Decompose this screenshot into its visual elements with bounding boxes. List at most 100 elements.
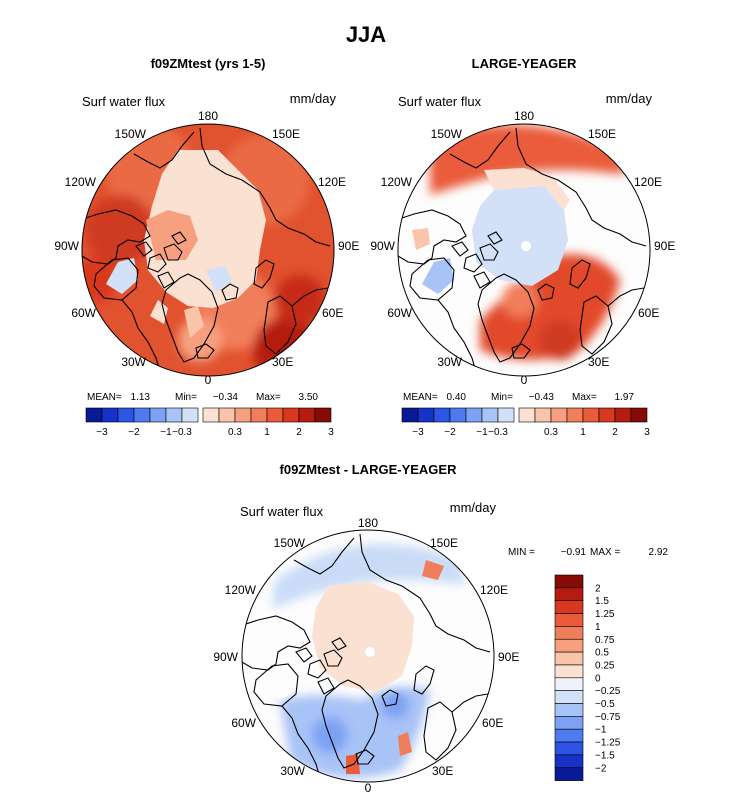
colorbar-box xyxy=(554,574,584,589)
stat-min-value: −0.43 xyxy=(529,392,555,403)
colorbar-box xyxy=(630,407,648,423)
colorbar-box xyxy=(566,407,584,423)
stat-max-value: 2.92 xyxy=(649,547,669,558)
panel-obs-title: LARGE-YEAGER xyxy=(472,56,577,71)
lon-label: 30E xyxy=(432,764,453,778)
panel-diff-colorbar: 2 1.5 1.25 1 0.75 0.50.25 0 −0.25 −0.5 −0.75 −1 −1.… xyxy=(554,574,621,781)
colorbar-tick-label: 0.5 xyxy=(595,648,609,659)
colorbar-box xyxy=(554,626,584,640)
colorbar-tick-label: −1.25 xyxy=(595,738,621,749)
colorbar-box xyxy=(298,407,316,423)
lon-label: 0 xyxy=(365,781,372,795)
colorbar-box xyxy=(481,407,499,423)
lon-label: 0 xyxy=(521,373,528,387)
lon-label: 120E xyxy=(480,583,508,597)
lon-label: 150W xyxy=(431,127,463,141)
colorbar-box xyxy=(433,407,451,423)
lon-label: 60E xyxy=(638,306,659,320)
lon-label: 180 xyxy=(198,109,218,123)
stat-max-label: Max= xyxy=(572,392,597,403)
panel-diff-title: f09ZMtest - LARGE-YEAGER xyxy=(280,462,458,477)
stat-min-label: MIN = xyxy=(508,547,535,558)
lon-label: 150W xyxy=(274,536,306,550)
stat-min-label: Min= xyxy=(175,392,197,403)
colorbar-box xyxy=(554,613,584,627)
stat-min-value: −0.34 xyxy=(213,392,239,403)
lon-label: 60W xyxy=(387,306,412,320)
colorbar-tick-label: −2 xyxy=(595,763,607,774)
panel-obs-colorbar: −3 −2 −1 −0.3 0.3 1 2 3 xyxy=(401,407,650,438)
lon-label: 60W xyxy=(231,716,256,730)
lon-label: 150W xyxy=(115,127,147,141)
panel-obs: LARGE-YEAGER Surf water flux mm/day 180 xyxy=(370,56,675,438)
stat-mean-label: MEAN= xyxy=(87,392,122,403)
lon-label: 150E xyxy=(588,127,616,141)
colorbar-tick-label: −2 xyxy=(128,427,140,438)
colorbar-box xyxy=(554,767,584,781)
colorbar-tick-label: 1 xyxy=(264,427,270,438)
colorbar-box xyxy=(149,407,167,423)
lon-label: 0 xyxy=(205,373,212,387)
lon-label: 150E xyxy=(272,127,300,141)
colorbar-tick-label: 0 xyxy=(595,673,601,684)
colorbar-box xyxy=(554,728,584,743)
colorbar-box xyxy=(218,407,236,423)
panel-diff-units: mm/day xyxy=(450,500,497,515)
lon-label: 90E xyxy=(654,239,675,253)
colorbar-box xyxy=(550,407,568,423)
colorbar-tick-label: 3 xyxy=(328,427,334,438)
colorbar-tick-label: 2 xyxy=(296,427,302,438)
colorbar-box xyxy=(518,407,536,423)
colorbar-tick-label: −1 xyxy=(595,725,607,736)
stat-mean-label: MEAN= xyxy=(403,392,438,403)
lon-label: 90W xyxy=(54,239,79,253)
stat-max-value: 3.50 xyxy=(299,392,319,403)
colorbar-box xyxy=(554,741,584,756)
colorbar-box xyxy=(554,600,584,614)
page-title: JJA xyxy=(346,22,386,47)
colorbar-tick-label: −0.3 xyxy=(172,427,192,438)
lon-label: 180 xyxy=(358,516,378,530)
lon-label: 120W xyxy=(381,175,413,189)
panel-diff-map xyxy=(242,530,494,782)
panel-model-variable: Surf water flux xyxy=(82,94,166,109)
colorbar-box xyxy=(250,407,268,423)
panel-obs-stats: MEAN= 0.40 Min= −0.43 Max= 1.97 xyxy=(403,392,634,403)
colorbar-box xyxy=(614,407,632,423)
colorbar-tick-label: −2 xyxy=(444,427,456,438)
colorbar-tick-label: −0.75 xyxy=(595,712,621,723)
panel-obs-lon-labels: 180 150E 120E 90E 60E 30E 0 30W 60W 90W … xyxy=(370,109,675,387)
stat-min-value: −0.91 xyxy=(561,547,587,558)
panel-diff-stats: MIN = −0.91 MAX = 2.92 xyxy=(508,547,668,558)
colorbar-tick-label: 1.25 xyxy=(595,609,615,620)
colorbar-box xyxy=(554,716,584,730)
colorbar-tick-label: 0.25 xyxy=(595,660,615,671)
lon-label: 30W xyxy=(437,355,462,369)
panel-model-lon-labels: 180 150E 120E 90E 60E 30E 0 30W 60W 90W … xyxy=(54,109,359,387)
colorbar-box xyxy=(85,407,103,423)
lon-label: 180 xyxy=(514,109,534,123)
colorbar-box xyxy=(534,407,552,423)
colorbar-tick-label: 2 xyxy=(595,583,601,594)
colorbar-tick-label: −0.5 xyxy=(595,699,615,710)
lon-label: 120E xyxy=(318,175,346,189)
colorbar-box xyxy=(465,407,483,423)
colorbar-box xyxy=(101,407,119,423)
panel-diff-variable: Surf water flux xyxy=(240,504,324,519)
colorbar-box xyxy=(554,677,584,691)
lon-label: 120W xyxy=(65,175,97,189)
colorbar-box xyxy=(582,407,600,423)
colorbar-box xyxy=(554,587,584,601)
colorbar-box xyxy=(554,664,584,679)
colorbar-box xyxy=(417,407,435,423)
panel-model-map xyxy=(82,124,334,376)
colorbar-box xyxy=(314,407,332,423)
stat-max-value: 1.97 xyxy=(615,392,635,403)
colorbar-box xyxy=(554,754,584,769)
panel-diff-lon-labels: 180 150E 120E 90E 60E 30E 0 30W 60W 90W … xyxy=(213,516,519,795)
lon-label: 30E xyxy=(588,355,609,369)
colorbar-tick-label: 0.3 xyxy=(228,427,242,438)
colorbar-box xyxy=(202,407,220,423)
colorbar-box xyxy=(165,407,183,423)
lon-label: 60W xyxy=(71,306,96,320)
